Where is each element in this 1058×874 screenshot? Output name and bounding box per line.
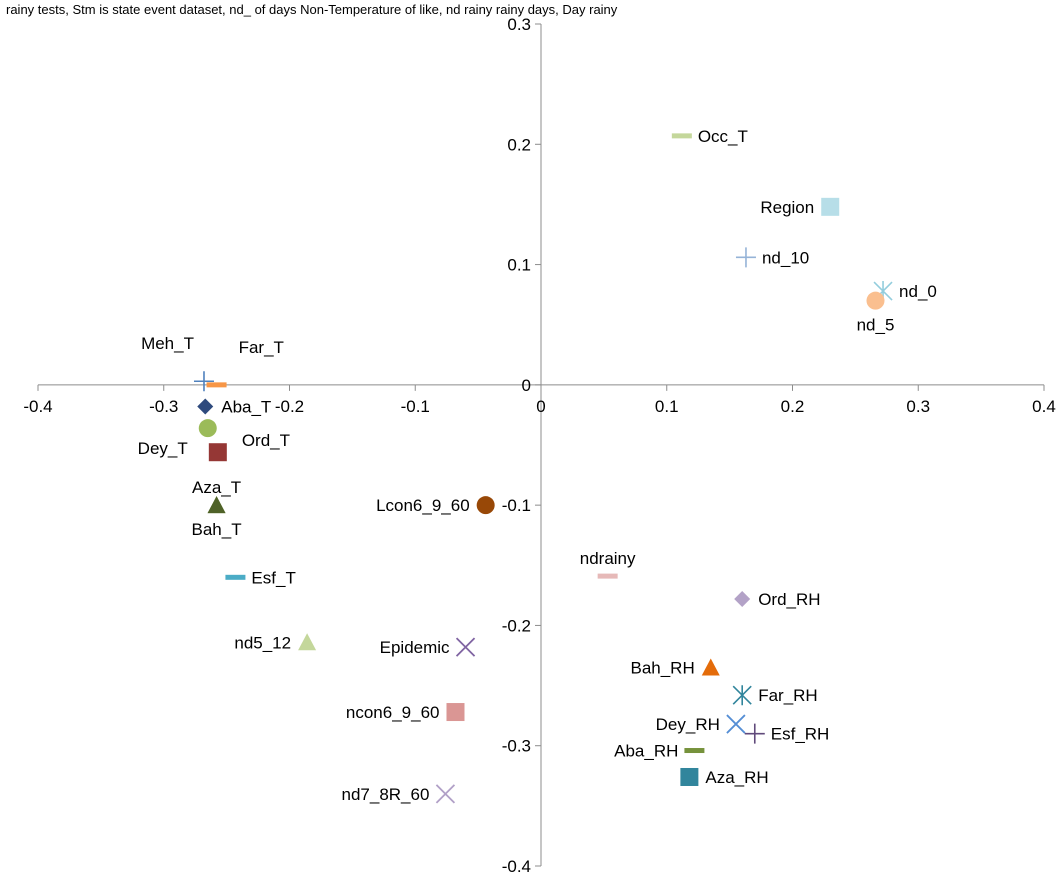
- point-label: Aza_RH: [705, 768, 768, 787]
- y-tick-label: 0.1: [507, 256, 531, 275]
- y-tick-label: -0.4: [502, 857, 531, 874]
- y-tick-label: -0.3: [502, 737, 531, 756]
- marker-plus: [744, 723, 765, 744]
- marker-cross: [726, 714, 746, 734]
- point-ord-t: Ord_T: [208, 431, 290, 462]
- point-label: nd_10: [762, 248, 809, 267]
- marker-plus: [193, 371, 214, 392]
- point-label: nd5_12: [234, 633, 291, 652]
- point-label: Aba_T: [221, 398, 271, 417]
- point-bah-rh: Bah_RH: [630, 658, 720, 678]
- point-label: ncon6_9_60: [346, 703, 440, 722]
- marker-triangle: [701, 658, 720, 676]
- marker-plus: [735, 247, 756, 268]
- point-label: Bah_T: [192, 520, 242, 539]
- point-label: Lcon6_9_60: [376, 496, 470, 515]
- marker-star: [732, 685, 752, 706]
- marker-triangle: [298, 633, 317, 651]
- axes: [37, 23, 1045, 867]
- point-ndrainy: ndrainy: [580, 549, 636, 579]
- point-label: Epidemic: [380, 638, 450, 657]
- marker-dash: [206, 382, 227, 388]
- x-tick-label: -0.2: [275, 397, 304, 416]
- point-aba-t: Aba_T: [197, 398, 271, 417]
- point-label: Far_T: [239, 338, 284, 357]
- point-aza-rh: Aza_RH: [680, 767, 769, 787]
- marker-circle: [476, 496, 495, 515]
- marker-dash: [225, 574, 246, 580]
- point-aba-rh: Aba_RH: [614, 742, 705, 761]
- point-label: ndrainy: [580, 549, 636, 568]
- point-bah-t: Bah_T: [192, 496, 242, 539]
- y-tick-label: 0.2: [507, 135, 531, 154]
- x-tick-label: 0.4: [1032, 397, 1056, 416]
- point-region: Region: [760, 197, 840, 217]
- x-tick-label: 0.1: [655, 397, 679, 416]
- marker-square: [208, 443, 227, 462]
- x-tick-label: -0.4: [23, 397, 52, 416]
- point-label: Ord_T: [242, 431, 290, 450]
- point-epidemic: Epidemic: [380, 637, 476, 657]
- x-tick-label: 0: [536, 397, 545, 416]
- point-label: Bah_RH: [630, 659, 694, 678]
- point-dey-t: Dey_T: [138, 419, 217, 458]
- marker-dash: [671, 133, 692, 139]
- point-nd7-8r-60: nd7_8R_60: [342, 784, 456, 804]
- point-occ-t: Occ_T: [671, 127, 748, 146]
- x-tick-label: -0.3: [149, 397, 178, 416]
- x-tick-label: -0.1: [401, 397, 430, 416]
- data-points: Occ_T Region nd_10 nd_0nd_5 Meh_T Far_T Aba_T D…: [138, 127, 937, 804]
- x-tick-label: 0.3: [906, 397, 930, 416]
- point-nd-10: nd_10: [735, 247, 809, 268]
- point-label: Esf_RH: [771, 725, 830, 744]
- point-label: nd7_8R_60: [342, 785, 430, 804]
- point-nd5-12: nd5_12: [234, 633, 317, 652]
- point-label: Far_RH: [758, 686, 818, 705]
- point-label: Meh_T: [141, 334, 194, 353]
- marker-diamond: [197, 398, 214, 415]
- marker-dash: [597, 573, 618, 579]
- point-far-rh: Far_RH: [732, 685, 818, 706]
- caption-text: rainy tests, Stm is state event dataset,…: [6, 2, 618, 17]
- point-far-t: Far_T: [206, 338, 284, 388]
- y-tick-label: -0.2: [502, 616, 531, 635]
- point-label: nd_5: [857, 316, 895, 335]
- x-tick-label: 0.2: [781, 397, 805, 416]
- point-label: Aza_T: [192, 478, 241, 497]
- point-meh-t: Meh_T: [141, 334, 214, 392]
- point-esf-t: Esf_T: [225, 568, 296, 587]
- point-dey-rh: Dey_RH: [656, 714, 746, 734]
- point-nd-0: nd_0: [873, 281, 937, 301]
- marker-cross: [455, 637, 476, 657]
- point-ncon6-9-60: ncon6_9_60: [346, 703, 465, 722]
- point-lcon6-9-60: Lcon6_9_60: [376, 496, 495, 515]
- point-label: Dey_RH: [656, 715, 720, 734]
- point-label: Ord_RH: [758, 590, 820, 609]
- marker-triangle: [207, 496, 226, 514]
- marker-circle: [198, 419, 217, 438]
- marker-square: [680, 767, 699, 786]
- y-tick-label: 0.3: [507, 15, 531, 34]
- point-label: nd_0: [899, 282, 937, 301]
- marker-diamond: [734, 590, 751, 607]
- y-tick-label: -0.1: [502, 496, 531, 515]
- point-label: Esf_T: [251, 568, 295, 587]
- marker-square: [821, 197, 840, 216]
- point-label: Occ_T: [698, 127, 748, 146]
- marker-cross: [435, 784, 456, 804]
- point-ord-rh: Ord_RH: [734, 590, 821, 609]
- marker-circle: [866, 291, 885, 310]
- point-esf-rh: Esf_RH: [744, 723, 830, 744]
- marker-dash: [684, 748, 705, 754]
- y-tick-label: 0: [522, 376, 531, 395]
- marker-square: [446, 703, 465, 722]
- point-label: Aba_RH: [614, 742, 678, 761]
- point-nd-5: nd_5: [857, 291, 895, 335]
- point-label: Dey_T: [138, 439, 188, 458]
- tick-labels: -0.4 -0.3 -0.2 -0.1 0 0.1 0.2 0.3 0.4 0.3 0.2 0.1 0 -…: [23, 15, 1055, 874]
- point-label: Region: [760, 198, 814, 217]
